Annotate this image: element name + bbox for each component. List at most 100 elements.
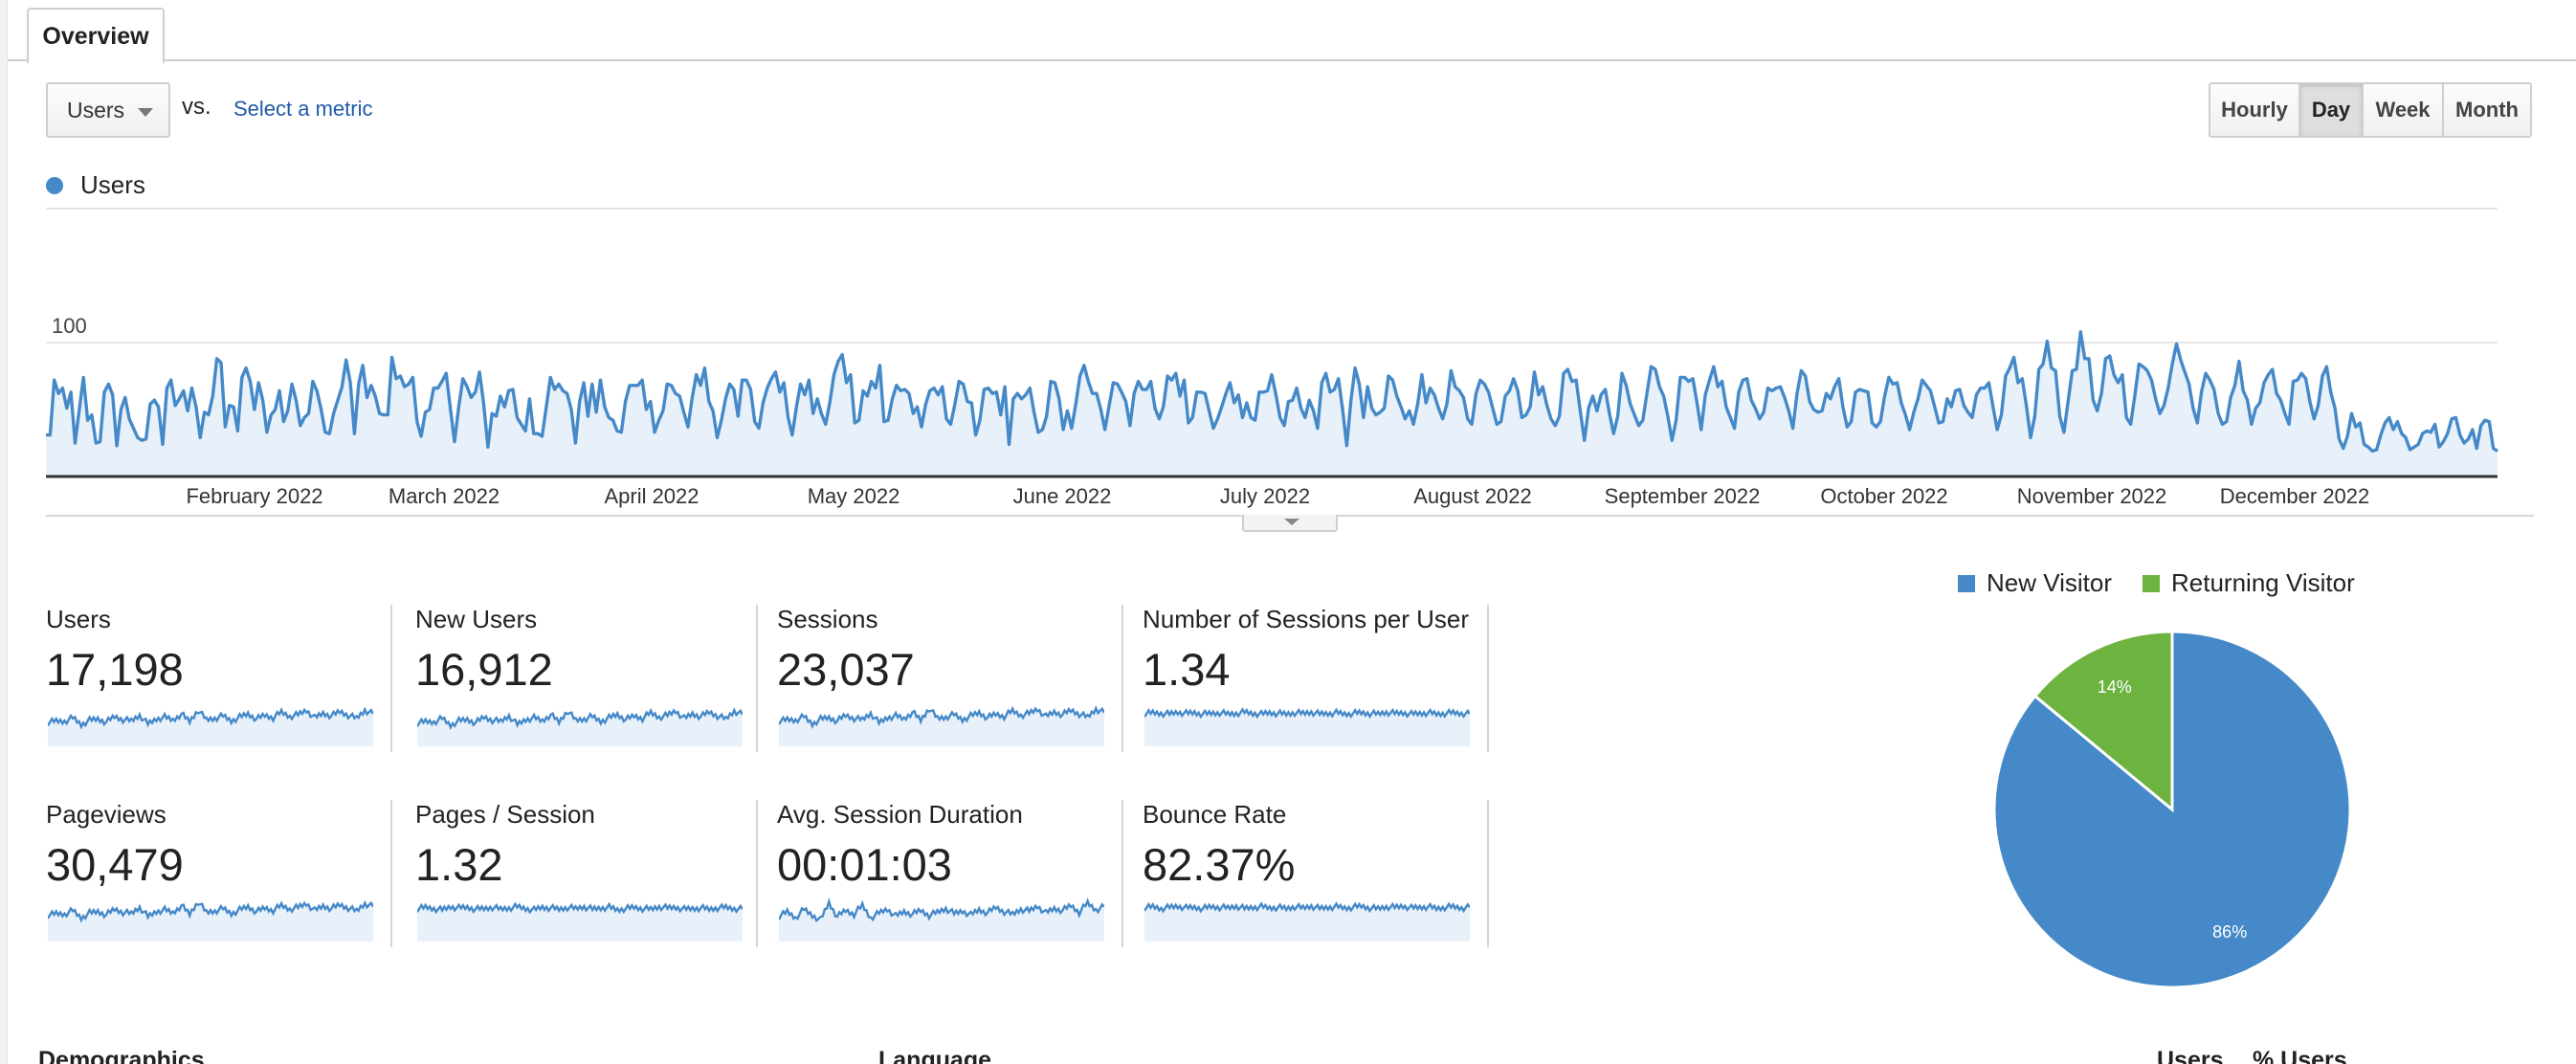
metric-label: New Users xyxy=(415,605,538,633)
metric-value: 23,037 xyxy=(777,644,915,695)
sparkline-area xyxy=(1144,709,1470,746)
card-divider xyxy=(1487,800,1489,947)
pie-slice-label: 14% xyxy=(2098,677,2132,697)
metric-label: Pages / Session xyxy=(415,800,595,829)
series-dot xyxy=(46,176,63,194)
card-divider xyxy=(756,800,758,947)
demographics-heading: Demographics xyxy=(38,1047,205,1064)
language-heading: Language xyxy=(878,1047,992,1064)
card-divider xyxy=(756,605,758,752)
users-line-chart: 200 100 February 2022 March 2022 April 2022 M… xyxy=(46,201,2498,508)
left-border xyxy=(0,0,8,1064)
metric-sparkline xyxy=(1144,707,1470,746)
day-button[interactable]: Day xyxy=(2300,84,2364,136)
legend-swatch-returning xyxy=(2143,574,2161,592)
metric-label: Avg. Session Duration xyxy=(777,800,1023,829)
card-divider xyxy=(390,605,392,752)
x-tick-label: October 2022 xyxy=(1820,484,1947,508)
metric-card-sessions[interactable]: Sessions 23,037 xyxy=(777,605,1121,752)
sparkline-area xyxy=(48,709,373,746)
sparkline-area xyxy=(417,903,743,942)
metric-card-sessions-per-user[interactable]: Number of Sessions per User 1.34 xyxy=(1143,605,1487,752)
metric-value: 1.34 xyxy=(1143,644,1231,695)
legend-label-returning-visitor[interactable]: Returning Visitor xyxy=(2171,568,2355,597)
metric-card-avg-session-duration[interactable]: Avg. Session Duration 00:01:03 xyxy=(777,800,1121,947)
x-tick-label: March 2022 xyxy=(389,484,500,508)
metric-label: Pageviews xyxy=(46,800,167,829)
metric-select[interactable]: Users xyxy=(46,82,170,138)
card-divider xyxy=(1487,605,1489,752)
x-tick-label: November 2022 xyxy=(2017,484,2167,508)
y-tick-label: 100 xyxy=(52,314,87,338)
x-tick-label: May 2022 xyxy=(808,484,900,508)
pie-slice-label: 86% xyxy=(2212,922,2247,942)
metric-sparkline xyxy=(48,706,373,746)
x-tick-label: August 2022 xyxy=(1413,484,1532,508)
collapse-icon xyxy=(1284,519,1299,525)
metric-card-users[interactable]: Users 17,198 xyxy=(46,605,390,752)
metric-label: Sessions xyxy=(777,605,878,633)
metric-card-pages-per-session[interactable]: Pages / Session 1.32 xyxy=(415,800,760,947)
hourly-button[interactable]: Hourly xyxy=(2210,84,2300,136)
select-metric-link[interactable]: Select a metric xyxy=(233,97,373,121)
time-granularity-group: Hourly Day Week Month xyxy=(2209,82,2532,138)
metric-sparkline xyxy=(779,705,1104,746)
card-divider xyxy=(390,800,392,947)
tab-bar: Overview xyxy=(8,0,2576,63)
metric-card-bounce-rate[interactable]: Bounce Rate 82.37% xyxy=(1143,800,1487,947)
x-tick-label: July 2022 xyxy=(1220,484,1310,508)
pie-legend: New Visitor Returning Visitor xyxy=(1958,568,2355,598)
metric-value: 82.37% xyxy=(1143,839,1296,890)
metric-value: 1.32 xyxy=(415,839,503,890)
chevron-down-icon xyxy=(138,108,153,117)
sparkline-area xyxy=(417,710,743,746)
legend-swatch-new xyxy=(1958,574,1975,592)
chart-legend: Users xyxy=(46,170,145,200)
sparkline-line xyxy=(417,707,743,731)
metric-sparkline xyxy=(417,707,743,746)
legend-label-new-visitor[interactable]: New Visitor xyxy=(1987,568,2113,597)
metric-value: 16,912 xyxy=(415,644,553,695)
x-tick-label: December 2022 xyxy=(2220,484,2370,508)
metric-label: Users xyxy=(46,605,111,633)
metric-label: Bounce Rate xyxy=(1143,800,1287,829)
metric-value: 00:01:03 xyxy=(777,839,952,890)
sparkline-line xyxy=(1144,901,1470,914)
sparkline-line xyxy=(48,899,373,923)
sparkline-line xyxy=(48,706,373,730)
metric-sparkline xyxy=(417,901,743,942)
metric-sparkline xyxy=(48,899,373,942)
visitor-pie-chart: 86% 14% xyxy=(1992,630,2352,989)
metric-sparkline xyxy=(779,897,1104,942)
pct-users-column-header[interactable]: % Users xyxy=(2253,1047,2347,1064)
metric-sparkline xyxy=(1144,901,1470,942)
sparkline-line xyxy=(1144,707,1470,720)
users-column-header[interactable]: Users xyxy=(2157,1047,2224,1064)
sparkline-line xyxy=(779,705,1104,729)
x-tick-label: June 2022 xyxy=(1013,484,1112,508)
x-tick-label: September 2022 xyxy=(1605,484,1761,508)
y-tick-label: 200 xyxy=(52,201,87,204)
collapse-chart-handle[interactable] xyxy=(1242,515,1338,532)
sparkline-area xyxy=(1144,903,1470,942)
metric-value: 30,479 xyxy=(46,839,184,890)
card-divider xyxy=(1121,605,1123,752)
legend-label-users: Users xyxy=(80,170,145,199)
metric-card-pageviews[interactable]: Pageviews 30,479 xyxy=(46,800,390,947)
week-button[interactable]: Week xyxy=(2364,84,2444,136)
card-divider xyxy=(1121,800,1123,947)
metric-select-label: Users xyxy=(67,97,125,122)
series-line-users xyxy=(46,330,2498,454)
tab-overview[interactable]: Overview xyxy=(27,8,165,63)
month-button[interactable]: Month xyxy=(2444,84,2530,136)
series-area xyxy=(46,331,2498,477)
vs-label: vs. xyxy=(182,94,211,120)
sparkline-line xyxy=(417,901,743,915)
sparkline-area xyxy=(779,900,1104,942)
metric-label: Number of Sessions per User xyxy=(1143,605,1470,633)
x-tick-label: February 2022 xyxy=(186,484,322,508)
metric-value: 17,198 xyxy=(46,644,184,695)
pie-slice[interactable] xyxy=(2032,630,2174,813)
metric-card-new-users[interactable]: New Users 16,912 xyxy=(415,605,760,752)
x-tick-label: April 2022 xyxy=(604,484,699,508)
